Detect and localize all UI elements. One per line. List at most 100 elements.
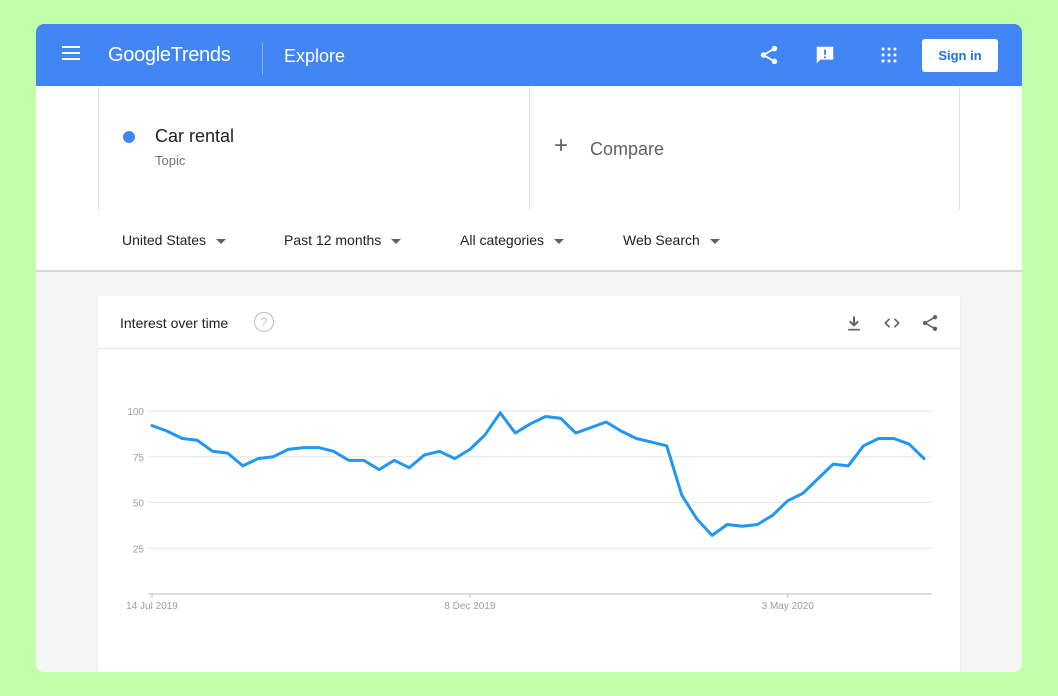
interest-over-time-chart: 25 50 75 100 14 Jul 2019 8 Dec 2019 3 May 2020 (126, 407, 932, 612)
embed-code-icon[interactable] (882, 313, 902, 333)
data-point[interactable] (407, 466, 411, 470)
y-tick-label: 75 (133, 453, 145, 464)
time-range-filter-label: Past 12 months (284, 232, 382, 248)
data-point[interactable] (317, 446, 321, 450)
data-point[interactable] (468, 447, 472, 451)
data-point[interactable] (861, 444, 865, 448)
series-line-car-rental[interactable] (150, 411, 926, 537)
data-point[interactable] (650, 440, 654, 444)
caret-down-icon (216, 238, 227, 244)
data-point[interactable] (892, 436, 896, 440)
data-point[interactable] (680, 493, 684, 497)
compare-label: Compare (590, 139, 665, 159)
time-range-filter-dropdown[interactable]: Past 12 months (284, 232, 402, 248)
data-point[interactable] (195, 438, 199, 442)
data-point[interactable] (271, 455, 275, 459)
share-icon[interactable] (920, 313, 940, 333)
data-point[interactable] (786, 499, 790, 503)
data-point[interactable] (347, 458, 351, 462)
data-point[interactable] (544, 414, 548, 418)
download-icon[interactable] (844, 313, 864, 333)
data-point[interactable] (438, 449, 442, 453)
data-point[interactable] (801, 491, 805, 495)
data-point[interactable] (559, 416, 563, 420)
data-point[interactable] (301, 446, 305, 450)
data-point[interactable] (498, 411, 502, 415)
data-point[interactable] (165, 429, 169, 433)
card-title: Interest over time (120, 315, 229, 331)
header-divider (262, 43, 263, 75)
caret-down-icon (554, 238, 565, 244)
menu-icon[interactable] (62, 46, 80, 62)
logo-trends: Trends (170, 44, 231, 66)
data-point[interactable] (634, 436, 638, 440)
logo-google: Google (108, 44, 171, 66)
search-term-name: Car rental (155, 126, 235, 146)
data-point[interactable] (877, 436, 881, 440)
data-point[interactable] (725, 522, 729, 526)
filters-bar: United States Past 12 months All categor… (36, 210, 1022, 272)
category-filter-label: All categories (460, 232, 545, 248)
caret-down-icon (709, 238, 720, 244)
y-tick-label: 25 (133, 544, 145, 555)
add-icon: + (554, 132, 569, 159)
x-tick-label: 14 Jul 2019 (126, 601, 178, 612)
data-point[interactable] (528, 422, 532, 426)
card-header: Interest over time ? (98, 296, 960, 349)
data-point[interactable] (150, 424, 154, 428)
data-point[interactable] (831, 462, 835, 466)
data-point[interactable] (362, 458, 366, 462)
compare-button[interactable]: + Compare (528, 86, 960, 210)
data-point[interactable] (422, 453, 426, 457)
data-point[interactable] (211, 449, 215, 453)
region-filter-dropdown[interactable]: United States (122, 232, 227, 248)
data-point[interactable] (710, 533, 714, 537)
search-term-card[interactable]: Car rental Topic (98, 86, 530, 210)
data-point[interactable] (241, 464, 245, 468)
data-point[interactable] (332, 449, 336, 453)
caret-down-icon (391, 238, 402, 244)
share-icon[interactable] (758, 44, 780, 66)
region-filter-label: United States (122, 232, 207, 248)
google-trends-logo[interactable]: GoogleTrends (108, 44, 231, 67)
top-app-bar: GoogleTrends Explore Sign in (36, 24, 1022, 86)
x-tick-label: 8 Dec 2019 (444, 601, 496, 612)
data-point[interactable] (771, 513, 775, 517)
data-point[interactable] (619, 429, 623, 433)
data-point[interactable] (483, 433, 487, 437)
data-point[interactable] (589, 425, 593, 429)
data-point[interactable] (574, 431, 578, 435)
data-point[interactable] (377, 468, 381, 472)
data-point[interactable] (740, 524, 744, 528)
sign-in-button[interactable]: Sign in (922, 39, 998, 72)
series-color-dot (123, 131, 135, 143)
data-point[interactable] (286, 447, 290, 451)
interest-over-time-card: Interest over time ? 25 50 75 100 14 Jul 201… (98, 296, 960, 672)
y-tick-label: 100 (127, 407, 144, 418)
category-filter-dropdown[interactable]: All categories (460, 232, 565, 248)
data-point[interactable] (665, 444, 669, 448)
data-point[interactable] (226, 451, 230, 455)
data-point[interactable] (907, 442, 911, 446)
data-point[interactable] (180, 436, 184, 440)
data-point[interactable] (256, 457, 260, 461)
help-icon[interactable]: ? (254, 312, 274, 332)
data-point[interactable] (453, 457, 457, 461)
data-point[interactable] (392, 458, 396, 462)
data-point[interactable] (846, 464, 850, 468)
data-point[interactable] (922, 457, 926, 461)
search-type-filter-label: Web Search (623, 232, 700, 248)
data-point[interactable] (816, 477, 820, 481)
y-tick-label: 50 (133, 499, 145, 510)
page-section-title: Explore (284, 46, 346, 66)
search-terms-bar: Car rental Topic + Compare (36, 86, 1022, 211)
feedback-icon[interactable] (814, 44, 836, 66)
search-type-filter-dropdown[interactable]: Web Search (623, 232, 720, 248)
search-term-type: Topic (155, 153, 186, 168)
apps-grid-icon[interactable] (878, 44, 900, 66)
data-point[interactable] (604, 420, 608, 424)
data-point[interactable] (513, 431, 517, 435)
data-point[interactable] (755, 522, 759, 526)
x-tick-label: 3 May 2020 (762, 601, 815, 612)
data-point[interactable] (695, 517, 699, 521)
